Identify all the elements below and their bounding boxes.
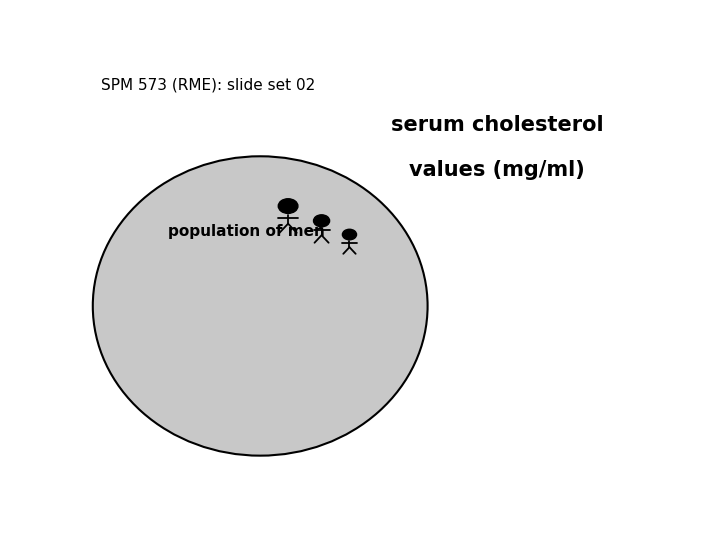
Text: SPM 573 (RME): slide set 02: SPM 573 (RME): slide set 02 [101, 77, 315, 92]
Text: serum cholesterol: serum cholesterol [391, 114, 603, 134]
Circle shape [278, 199, 298, 213]
Text: population of men: population of men [168, 224, 325, 239]
Circle shape [343, 230, 356, 240]
Text: values (mg/ml): values (mg/ml) [410, 160, 585, 180]
Ellipse shape [93, 156, 428, 456]
Circle shape [313, 215, 330, 227]
